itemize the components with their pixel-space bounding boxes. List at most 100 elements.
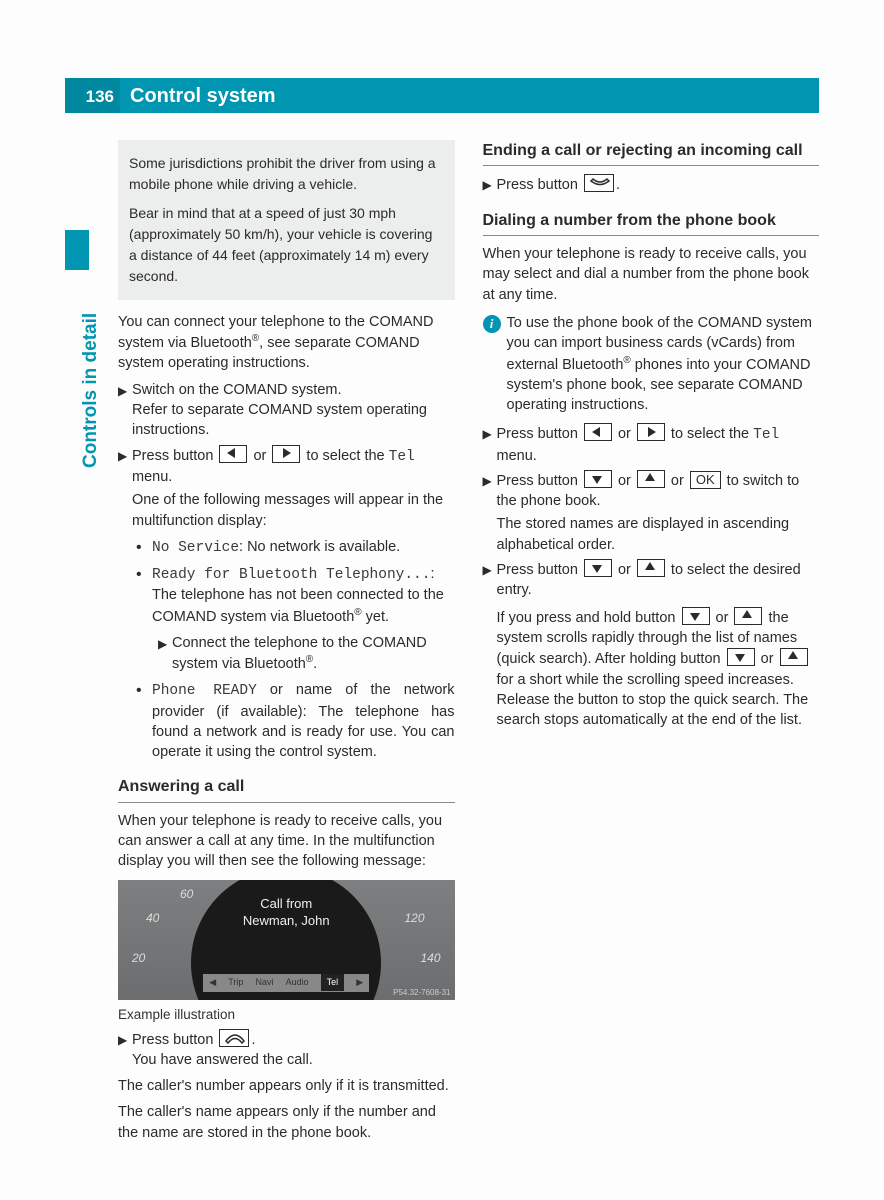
bullet-bluetooth: Ready for Bluetooth Telephony...: The te… <box>140 564 455 674</box>
dialing-para: When your telephone is ready to receive … <box>483 244 820 305</box>
page-title: Control system <box>120 82 276 110</box>
caller-number-note: The caller's number appears only if it i… <box>118 1076 455 1096</box>
d1a: Press button <box>497 426 582 442</box>
step-d2: ▶ Press button or or OK to switch to the… <box>483 470 820 555</box>
period: . <box>251 1032 255 1048</box>
up-button-icon <box>637 559 665 577</box>
message-list: No Service: No network is available. Rea… <box>140 537 455 763</box>
side-label: Controls in detail <box>78 313 105 468</box>
d1b: or <box>614 426 635 442</box>
step2-b: One of the following messages will appea… <box>132 490 455 531</box>
multifunction-display-illustration: Call from Newman, John ◀ Trip Navi Audio… <box>118 880 455 1000</box>
intro-para: You can connect your telephone to the CO… <box>118 312 455 374</box>
heading-answering: Answering a call <box>118 776 455 802</box>
step-select-tel: ▶ Press button or to select the Tel menu… <box>118 445 455 531</box>
bullet-phone-ready: Phone READY or name of the network provi… <box>140 680 455 762</box>
no-service-rest: : No network is available. <box>239 539 400 555</box>
step-switch-on: ▶ Switch on the COMAND system. Refer to … <box>118 380 455 441</box>
step-marker-icon: ▶ <box>483 423 497 466</box>
step-marker-icon: ▶ <box>118 445 132 531</box>
right-button-icon <box>272 445 300 463</box>
d4d: or <box>757 651 778 667</box>
caller-name-note: The caller's name appears only if the nu… <box>118 1102 455 1143</box>
up-button-icon <box>734 607 762 625</box>
d1c: to select the <box>667 426 753 442</box>
down-button-icon <box>584 559 612 577</box>
step2-a1: Press button <box>132 448 217 464</box>
quick-search-para: If you press and hold button or the syst… <box>497 607 820 731</box>
step2-a4: menu. <box>132 469 172 485</box>
down-button-icon <box>584 470 612 488</box>
step-marker-icon: ▶ <box>483 174 497 195</box>
step-end-call: ▶ Press button . <box>483 174 820 195</box>
answered-text: You have answered the call. <box>132 1052 313 1068</box>
side-tab <box>65 230 89 270</box>
gauge-140: 140 <box>420 950 440 967</box>
reg-mark: ® <box>623 355 630 366</box>
warning-box: Some jurisdictions prohibit the driver f… <box>118 140 455 300</box>
answer-phone-button-icon <box>219 1029 249 1047</box>
up-button-icon <box>780 648 808 666</box>
content-area: Some jurisdictions prohibit the driver f… <box>118 140 819 1160</box>
bt-rest2: yet. <box>362 609 389 625</box>
menu-navi: Navi <box>256 976 274 989</box>
d2e: The stored names are displayed in ascend… <box>497 514 820 555</box>
step2-a2: or <box>249 448 270 464</box>
display-menu-bar: ◀ Trip Navi Audio Tel ▶ <box>203 974 369 992</box>
image-ref: P54.32-7608-31 <box>393 987 450 998</box>
menu-trip: Trip <box>228 976 243 989</box>
page-header: 136 Control system <box>65 78 819 113</box>
menu-tel: Tel <box>321 974 345 991</box>
d3b: or <box>614 562 635 578</box>
heading-ending: Ending a call or rejecting an incoming c… <box>483 140 820 166</box>
bullet-no-service: No Service: No network is available. <box>140 537 455 558</box>
d2c: or <box>667 473 688 489</box>
d4b: or <box>712 610 733 626</box>
step-d1: ▶ Press button or to select the Tel menu… <box>483 423 820 466</box>
gauge-60: 60 <box>180 886 193 903</box>
step-marker-icon: ▶ <box>483 559 497 601</box>
right-button-icon <box>637 423 665 441</box>
d4a: If you press and hold button <box>497 610 680 626</box>
display-line1: Call from <box>260 896 312 911</box>
info-block: i To use the phone book of the COMAND sy… <box>483 313 820 415</box>
warning-p1: Some jurisdictions prohibit the driver f… <box>129 153 444 195</box>
step-d3: ▶ Press button or to select the desired … <box>483 559 820 601</box>
ok-button-icon: OK <box>690 471 721 489</box>
substep-connect-bt: ▶ Connect the telephone to the COMAND sy… <box>158 633 455 674</box>
d3a: Press button <box>497 562 582 578</box>
warning-p2: Bear in mind that at a speed of just 30 … <box>129 203 444 287</box>
step-marker-icon: ▶ <box>483 470 497 555</box>
ready-code: Phone READY <box>152 683 257 699</box>
info-icon: i <box>483 315 501 333</box>
up-button-icon <box>637 470 665 488</box>
left-button-icon <box>219 445 247 463</box>
press-btn-label: Press button <box>132 1032 217 1048</box>
left-button-icon <box>584 423 612 441</box>
gauge-20: 20 <box>132 950 145 967</box>
heading-dialing: Dialing a number from the phone book <box>483 210 820 236</box>
answering-para: When your telephone is ready to receive … <box>118 811 455 872</box>
step-marker-icon: ▶ <box>118 380 132 441</box>
tel-label: Tel <box>753 427 779 443</box>
period: . <box>616 177 620 193</box>
end-press-label: Press button <box>497 177 582 193</box>
step-marker-icon: ▶ <box>158 633 172 674</box>
tel-label: Tel <box>389 449 415 465</box>
step-marker-icon: ▶ <box>118 1029 132 1071</box>
hangup-phone-button-icon <box>584 174 614 192</box>
step2-a3: to select the <box>302 448 388 464</box>
reg-mark: ® <box>354 607 361 618</box>
illustration-caption: Example illustration <box>118 1006 455 1025</box>
step1-b: Refer to separate COMAND system operatin… <box>132 402 427 438</box>
display-line2: Newman, John <box>243 913 330 928</box>
d1d: menu. <box>497 448 537 464</box>
step-press-answer: ▶ Press button . You have answered the c… <box>118 1029 455 1071</box>
page-number: 136 <box>65 78 120 113</box>
gauge-40: 40 <box>146 910 159 927</box>
substep2: . <box>313 656 317 672</box>
d2a: Press button <box>497 473 582 489</box>
down-button-icon <box>682 607 710 625</box>
step1-a: Switch on the COMAND system. <box>132 382 342 398</box>
down-button-icon <box>727 648 755 666</box>
